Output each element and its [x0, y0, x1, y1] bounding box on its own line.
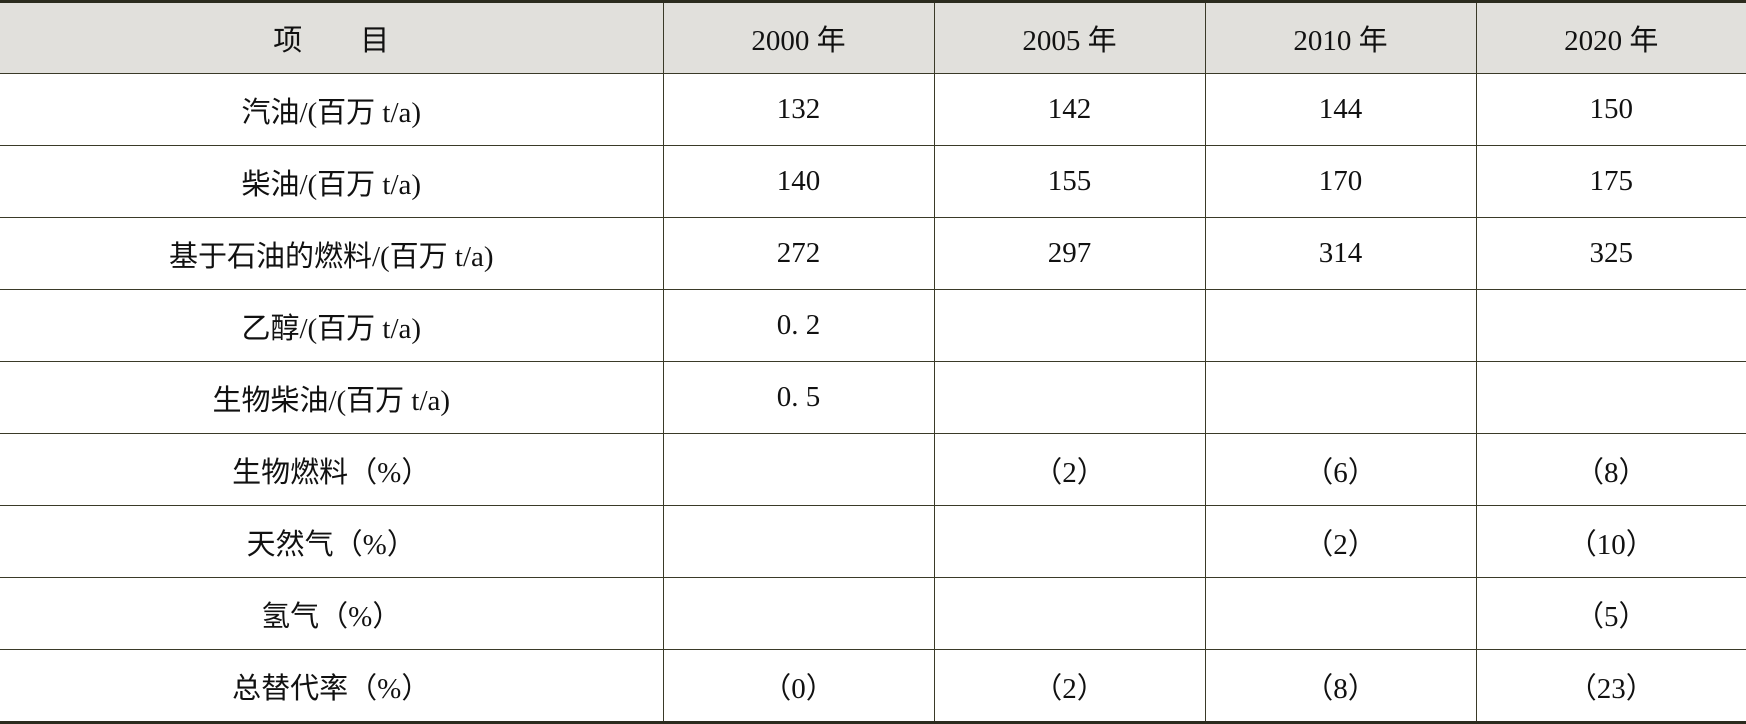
cell: 0. 5	[662, 361, 935, 434]
cell	[1475, 289, 1746, 362]
cell: 272	[662, 217, 935, 290]
cell: 170	[1204, 145, 1477, 218]
cell: 314	[1204, 217, 1477, 290]
cell: 325	[1475, 217, 1746, 290]
cell: 142	[933, 73, 1206, 146]
table-row: 生物柴油/(百万 t/a) 0. 5	[0, 361, 1746, 434]
header-row: 项 目 2000 年 2005 年 2010 年 2020 年	[0, 1, 1746, 74]
table-row: 生物燃料（%） （2） （6） （8）	[0, 433, 1746, 506]
cell: 0. 2	[662, 289, 935, 362]
row-label: 生物燃料（%）	[0, 433, 664, 506]
row-label: 乙醇/(百万 t/a)	[0, 289, 664, 362]
cell: （10）	[1475, 505, 1746, 578]
cell	[662, 505, 935, 578]
cell: 144	[1204, 73, 1477, 146]
cell	[933, 289, 1206, 362]
table-row: 乙醇/(百万 t/a) 0. 2	[0, 289, 1746, 362]
row-label: 天然气（%）	[0, 505, 664, 578]
header-cell: 2020 年	[1475, 1, 1746, 74]
cell	[1475, 361, 1746, 434]
row-label: 总替代率（%）	[0, 649, 664, 723]
table-row: 总替代率（%） （0） （2） （8） （23）	[0, 649, 1746, 723]
cell: 175	[1475, 145, 1746, 218]
row-label: 柴油/(百万 t/a)	[0, 145, 664, 218]
cell: 140	[662, 145, 935, 218]
row-label: 氢气（%）	[0, 577, 664, 650]
table-row: 基于石油的燃料/(百万 t/a) 272 297 314 325	[0, 217, 1746, 290]
cell: （5）	[1475, 577, 1746, 650]
cell: 132	[662, 73, 935, 146]
cell: 150	[1475, 73, 1746, 146]
cell: （2）	[933, 433, 1206, 506]
cell	[933, 577, 1206, 650]
header-cell: 项 目	[0, 1, 664, 74]
row-label: 生物柴油/(百万 t/a)	[0, 361, 664, 434]
cell	[1204, 577, 1477, 650]
cell	[662, 577, 935, 650]
table-row: 氢气（%） （5）	[0, 577, 1746, 650]
table-row: 柴油/(百万 t/a) 140 155 170 175	[0, 145, 1746, 218]
cell: （8）	[1475, 433, 1746, 506]
cell	[933, 361, 1206, 434]
header-cell: 2000 年	[662, 1, 935, 74]
table-row: 汽油/(百万 t/a) 132 142 144 150	[0, 73, 1746, 146]
cell: （8）	[1204, 649, 1477, 723]
cell: （6）	[1204, 433, 1477, 506]
cell	[1204, 361, 1477, 434]
row-label: 基于石油的燃料/(百万 t/a)	[0, 217, 664, 290]
cell	[933, 505, 1206, 578]
table-row: 天然气（%） （2） （10）	[0, 505, 1746, 578]
header-cell: 2005 年	[933, 1, 1206, 74]
cell: 297	[933, 217, 1206, 290]
cell: （2）	[933, 649, 1206, 723]
header-cell: 2010 年	[1204, 1, 1477, 74]
cell: （23）	[1475, 649, 1746, 723]
row-label: 汽油/(百万 t/a)	[0, 73, 664, 146]
cell: （0）	[662, 649, 935, 723]
cell: 155	[933, 145, 1206, 218]
cell	[1204, 289, 1477, 362]
cell: （2）	[1204, 505, 1477, 578]
cell	[662, 433, 935, 506]
